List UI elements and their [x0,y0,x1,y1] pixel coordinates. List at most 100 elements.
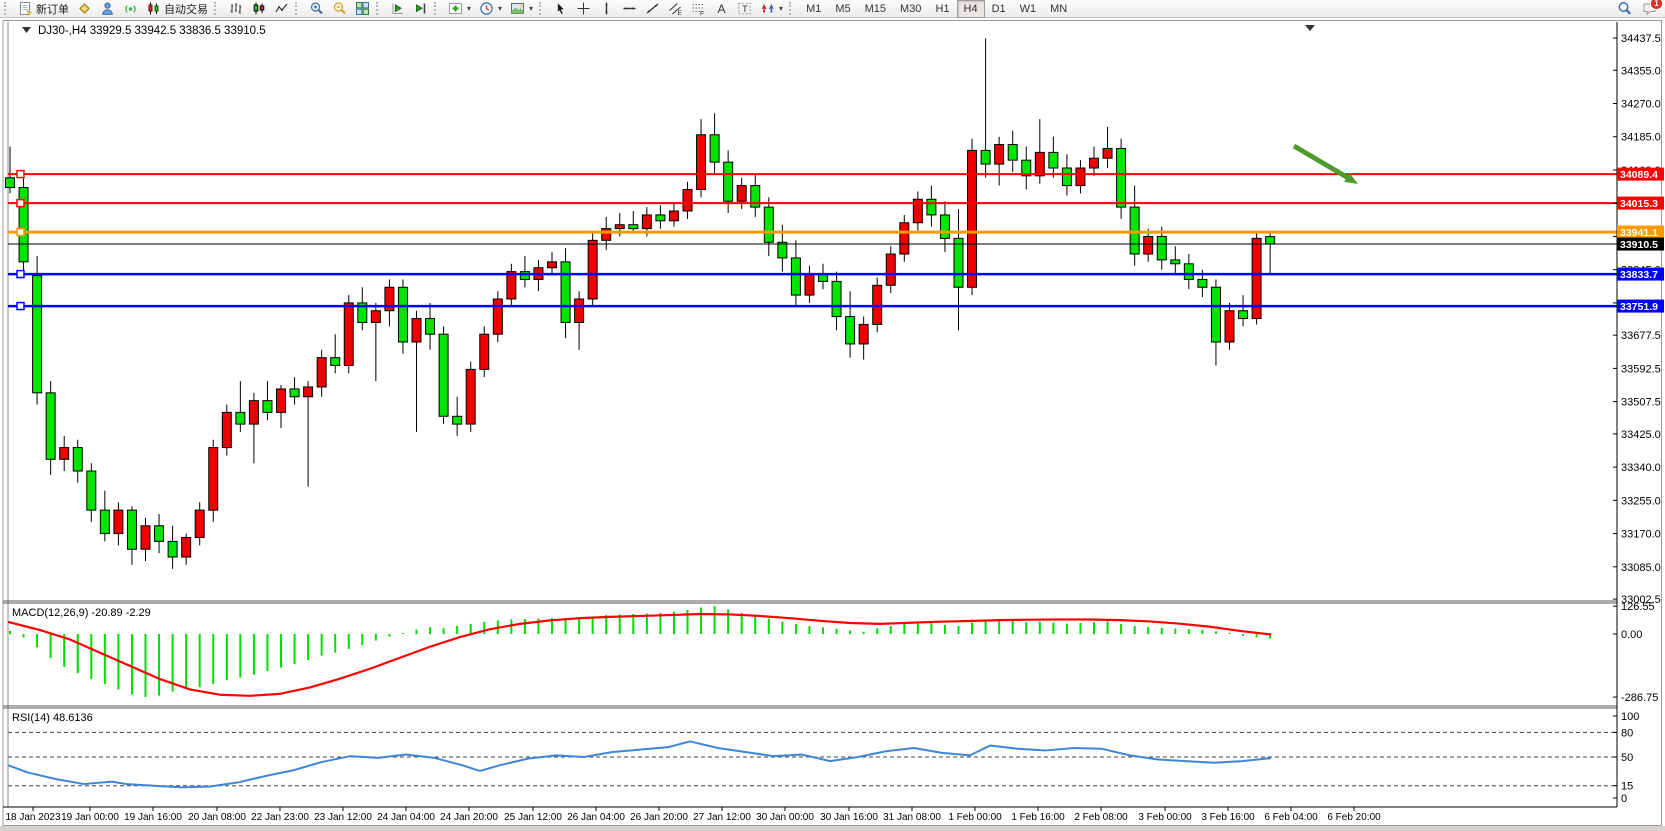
tile-windows-button[interactable] [351,0,374,18]
cursor-icon [553,1,568,16]
symbol-dropdown-icon[interactable] [22,27,31,33]
zoom-out-button[interactable] [328,0,351,18]
svg-text:34355.0: 34355.0 [1621,65,1661,77]
dropdown-arrow-icon[interactable]: ▾ [529,4,534,13]
timeframe-m1[interactable]: M1 [799,0,828,18]
arrow-annotation-head[interactable] [1344,172,1358,184]
hline-handle[interactable] [16,301,25,311]
hline-handle[interactable] [16,169,25,179]
page-icon [18,1,33,16]
svg-text:33170.0: 33170.0 [1621,529,1661,541]
candlestick-button[interactable] [247,0,270,18]
zoom-in-button[interactable] [305,0,328,18]
svg-text:15: 15 [1621,781,1633,793]
chart-title: DJ30-,H4 33929.5 33942.5 33836.5 33910.5 [38,25,266,37]
macd-pane [7,606,1272,698]
new-indicator-button[interactable]: ▾ [444,0,475,18]
time-axis: 18 Jan 2023 19 Jan 00:00 19 Jan 16:00 20 Ja… [5,807,1381,823]
time-label: 2 Feb 08:00 [1074,812,1128,823]
auto-scroll-button[interactable] [386,0,409,18]
timeframe-m15[interactable]: M15 [858,0,893,18]
person-icon [100,1,115,16]
chart-canvas[interactable]: 34437.534355.034270.034185.034100.034015… [0,18,1665,831]
autotrading-icon [146,1,161,16]
svg-text:33425.0: 33425.0 [1621,429,1661,441]
arrows-button[interactable]: ▾ [756,0,787,18]
svg-text:E: E [678,10,683,16]
time-label: 18 Jan 2023 [5,812,60,823]
time-label: 19 Jan 00:00 [61,812,119,823]
price-tag-33833.7: 33833.7 [1620,269,1658,281]
dropdown-arrow-icon[interactable]: ▾ [498,4,503,13]
time-label: 6 Feb 04:00 [1264,812,1318,823]
svg-text:F: F [700,11,704,17]
templates-button[interactable]: ▾ [506,0,537,18]
vertical-line-button[interactable] [595,0,618,18]
time-label: 3 Feb 00:00 [1138,812,1192,823]
svg-text:33085.0: 33085.0 [1621,562,1661,574]
metaeditor-button[interactable] [73,0,96,18]
time-label: 6 Feb 20:00 [1327,812,1381,823]
time-label: 30 Jan 00:00 [756,812,814,823]
chart-shift-button[interactable] [409,0,432,18]
notifications-button[interactable]: 1 [1642,0,1663,16]
svg-text:34185.0: 34185.0 [1621,132,1661,144]
channel-icon: E [668,1,683,16]
timeframe-d1[interactable]: D1 [985,0,1013,18]
arrow-annotation[interactable] [1292,143,1352,182]
price-tag-34015.3: 34015.3 [1620,198,1658,210]
hline-handle[interactable] [16,227,25,237]
dropdown-arrow-icon[interactable]: ▾ [467,4,472,13]
new-order-button-label: 新订单 [36,3,69,16]
text-label-button[interactable]: T [733,0,756,18]
time-label: 1 Feb 00:00 [948,812,1002,823]
accounts-button[interactable] [96,0,119,18]
timeframe-m5[interactable]: M5 [828,0,857,18]
timeframe-w1-label: W1 [1019,2,1037,15]
timeframe-m30[interactable]: M30 [893,0,928,18]
search-button[interactable] [1617,1,1632,16]
periods-button[interactable]: ▾ [475,0,506,18]
timeframe-m5-label: M5 [835,2,851,15]
fibonacci-button[interactable]: F [687,0,710,18]
line-chart-button[interactable] [270,0,293,18]
timeframe-h4[interactable]: H4 [956,0,985,18]
hline-handle[interactable] [16,269,25,279]
time-label: 1 Feb 16:00 [1011,812,1065,823]
crosshair-button[interactable] [572,0,595,18]
svg-text:126.55: 126.55 [1621,601,1655,613]
dropdown-arrow-icon[interactable]: ▾ [779,4,784,13]
timeframe-h1[interactable]: H1 [928,0,956,18]
chart-window: 34437.534355.034270.034185.034100.034015… [0,18,1665,831]
horizontal-line-button[interactable] [618,0,641,18]
macd-signal-line [7,612,1272,697]
timeframe-h1-label: H1 [935,2,950,15]
template-icon [510,1,525,16]
svg-text:34270.0: 34270.0 [1621,98,1661,110]
svg-text:33507.5: 33507.5 [1621,397,1661,409]
timeframe-m1-label: M1 [806,2,822,15]
timeframe-mn[interactable]: MN [1043,0,1074,18]
vertical-line-icon [599,1,614,16]
toolbar-grip [434,2,440,15]
time-label: 22 Jan 23:00 [251,812,309,823]
hline-handle[interactable] [16,198,25,208]
autotrading-button[interactable]: 自动交易 [142,0,212,18]
line-chart-icon [274,1,289,16]
toolbar-right: 1 [1617,0,1663,16]
text-button[interactable]: A [710,0,733,18]
time-label: 19 Jan 16:00 [124,812,182,823]
bar-chart-button[interactable] [224,0,247,18]
timeframe-w1[interactable]: W1 [1013,0,1044,18]
signals-button[interactable] [119,0,142,18]
zoom-out-icon [332,1,347,16]
trendline-button[interactable] [641,0,664,18]
new-order-button[interactable]: 新订单 [14,0,73,18]
equidistant-channel-button[interactable]: E [664,0,687,18]
price-tag-33910.5: 33910.5 [1620,239,1658,251]
toolbar-grip [539,2,545,15]
svg-text:50: 50 [1621,752,1633,764]
cursor-button[interactable] [549,0,572,18]
time-label: 23 Jan 12:00 [314,812,372,823]
